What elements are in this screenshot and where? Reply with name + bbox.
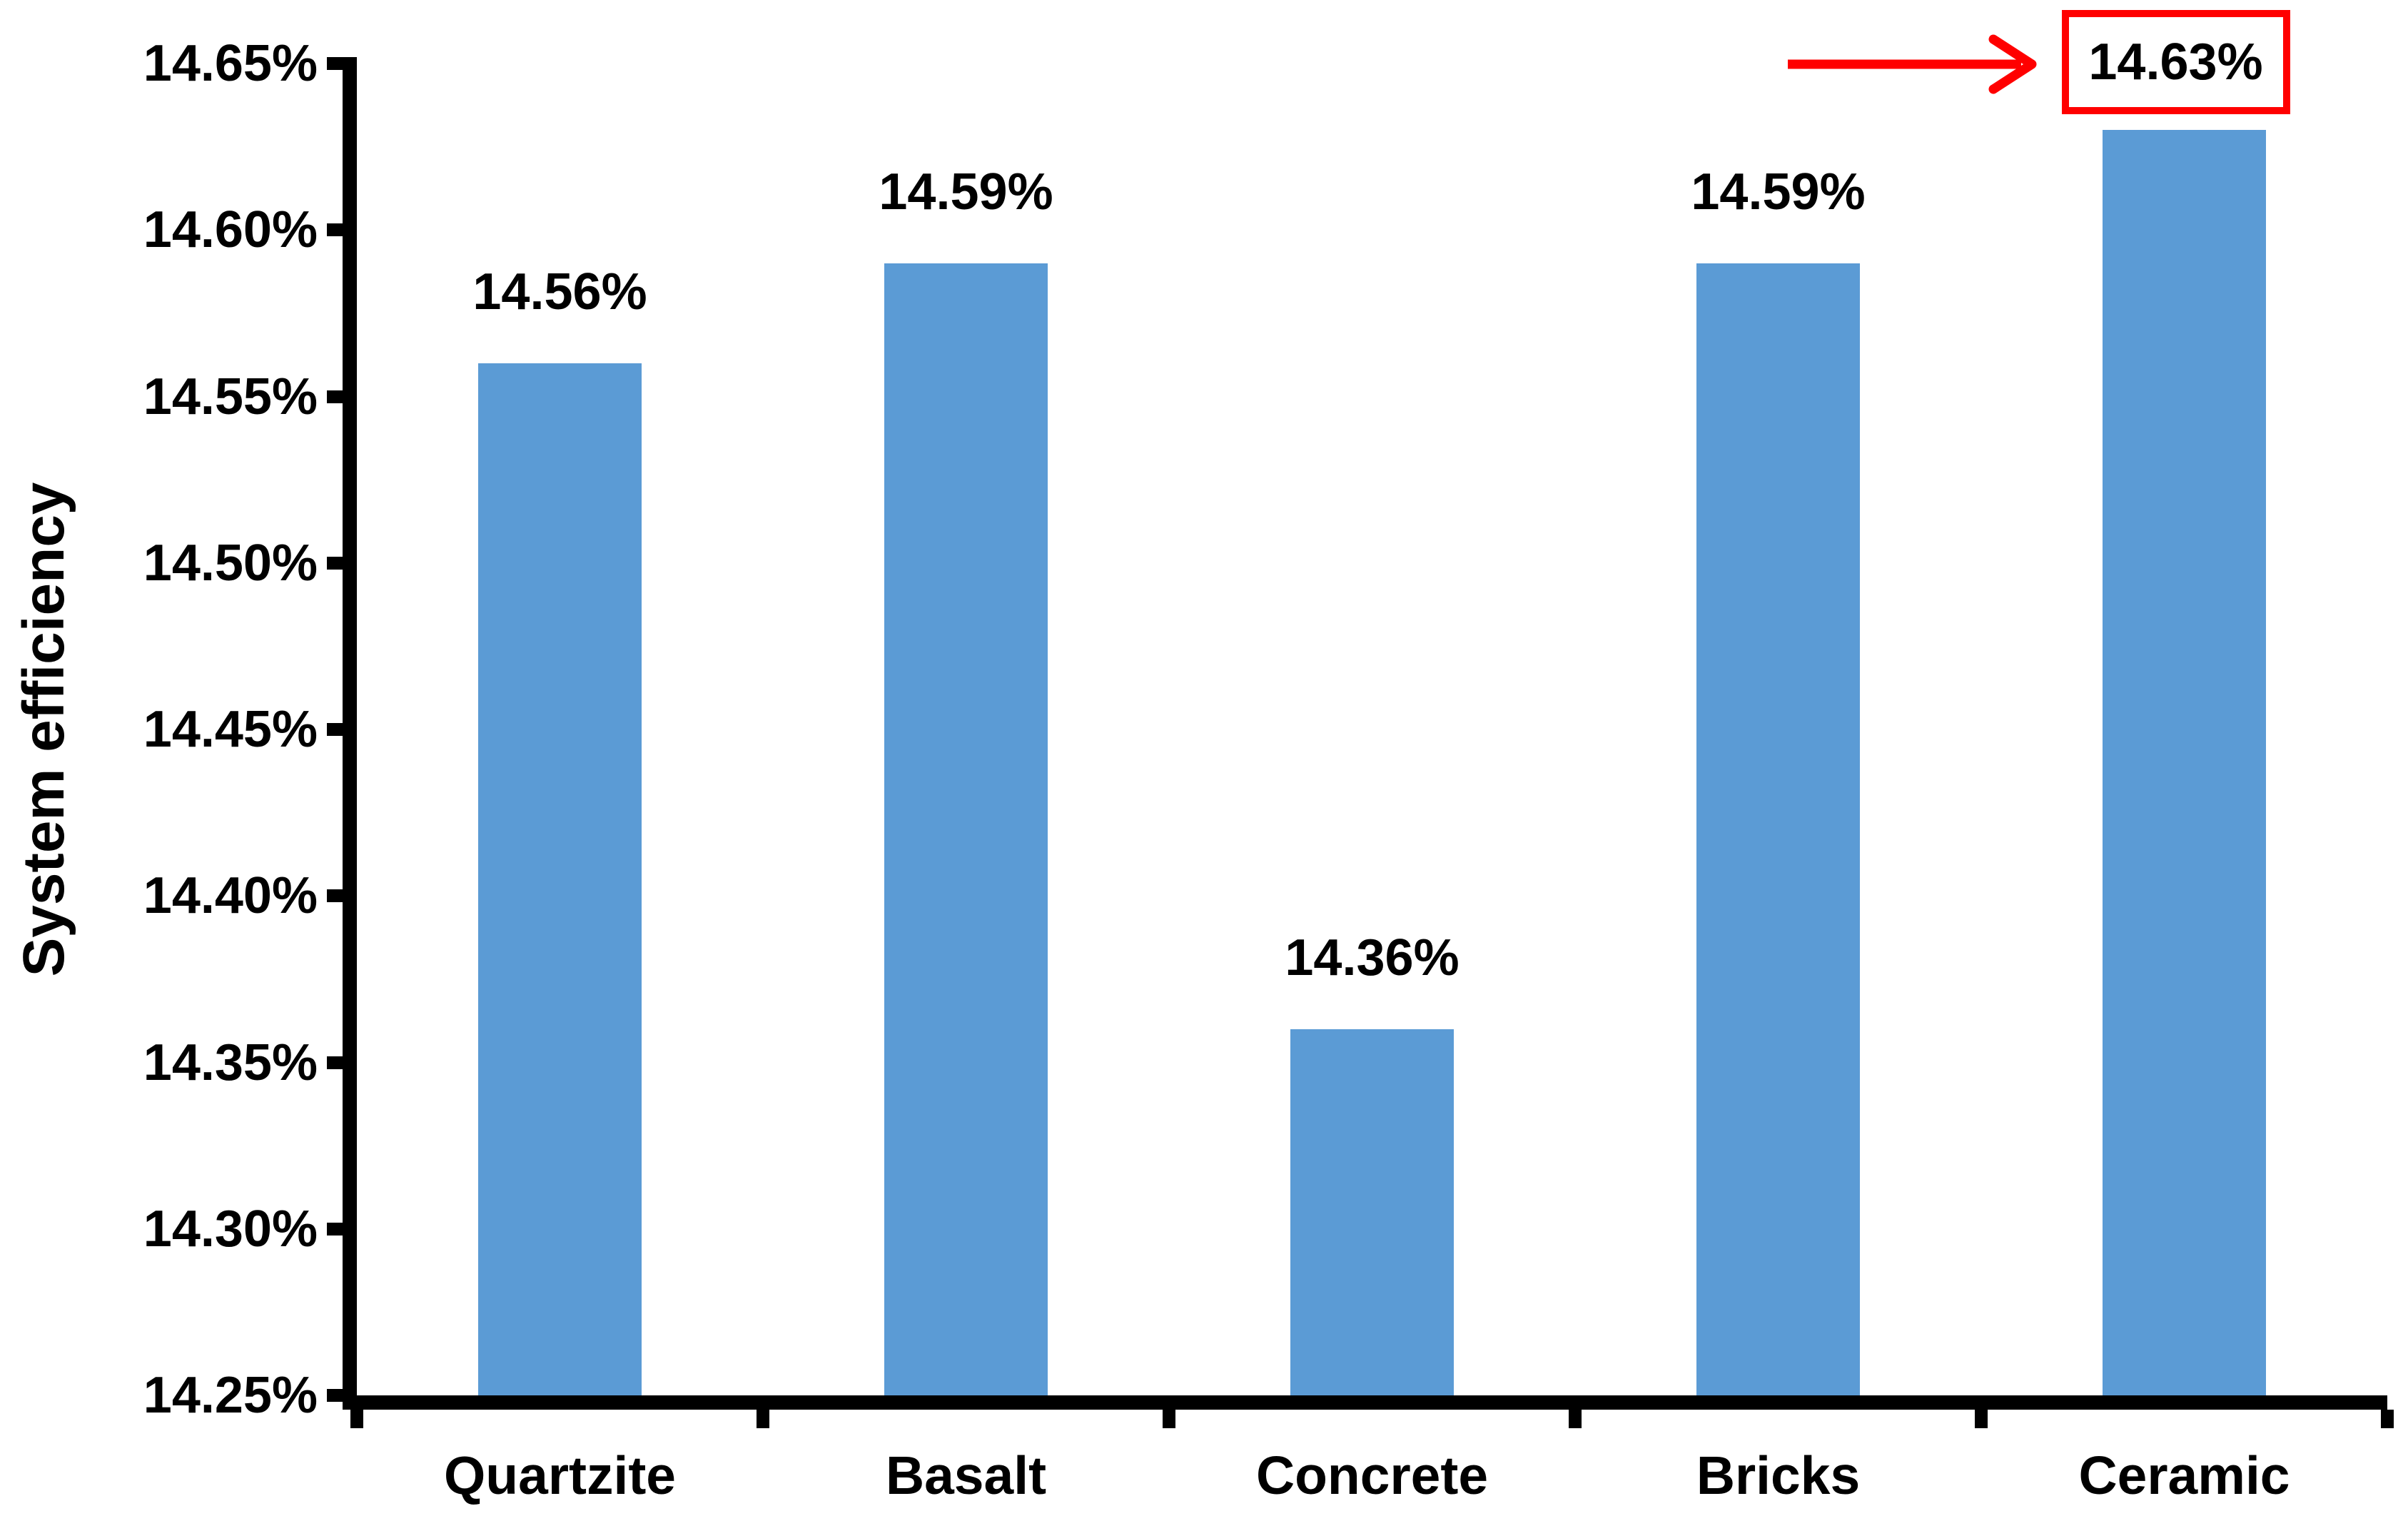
- y-tick-label: 14.40%: [143, 867, 318, 925]
- annotation-arrow-icon: [1788, 34, 2037, 94]
- x-tick-mark: [1163, 1410, 1175, 1428]
- x-category-label: Concrete: [1255, 1445, 1489, 1505]
- x-tick-mark: [1569, 1410, 1582, 1428]
- x-category-label: Basalt: [885, 1445, 1047, 1505]
- y-tick-mark: [327, 1389, 344, 1402]
- data-label: 14.56%: [472, 263, 647, 320]
- y-tick-label: 14.50%: [143, 534, 318, 592]
- x-tick-mark: [1975, 1410, 1988, 1428]
- x-tick-mark: [2381, 1410, 2394, 1428]
- data-label: 14.63%: [2088, 34, 2263, 91]
- bar-quartzite: [478, 363, 642, 1395]
- bar-concrete: [1290, 1029, 1454, 1395]
- y-tick-mark: [327, 1222, 344, 1236]
- y-tick-label: 14.45%: [143, 701, 318, 758]
- y-tick-label: 14.65%: [143, 35, 318, 92]
- x-axis-line: [343, 1395, 2387, 1410]
- x-tick-mark: [757, 1410, 769, 1428]
- data-label: 14.36%: [1285, 929, 1460, 986]
- y-tick-mark: [327, 390, 344, 403]
- y-tick-label: 14.30%: [143, 1200, 318, 1258]
- y-tick-mark: [327, 223, 344, 237]
- bar-basalt: [884, 263, 1048, 1395]
- y-tick-label: 14.60%: [143, 201, 318, 259]
- x-category-label: Quartzite: [443, 1445, 677, 1505]
- y-tick-label: 14.55%: [143, 368, 318, 425]
- y-axis-line: [343, 57, 357, 1410]
- bar-bricks: [1696, 263, 1860, 1395]
- x-tick-mark: [350, 1410, 363, 1428]
- y-tick-mark: [327, 889, 344, 903]
- data-label: 14.59%: [1691, 163, 1866, 221]
- x-category-label: Bricks: [1696, 1445, 1861, 1505]
- y-tick-label: 14.35%: [143, 1034, 318, 1091]
- y-tick-label: 14.25%: [143, 1367, 318, 1424]
- y-tick-mark: [327, 723, 344, 736]
- x-category-label: Ceramic: [2078, 1445, 2290, 1505]
- bar-ceramic: [2103, 130, 2266, 1395]
- y-tick-mark: [327, 1056, 344, 1069]
- y-tick-mark: [327, 57, 344, 70]
- data-label: 14.59%: [879, 163, 1053, 221]
- highlight-box: 14.63%: [2061, 10, 2290, 115]
- y-tick-mark: [327, 556, 344, 570]
